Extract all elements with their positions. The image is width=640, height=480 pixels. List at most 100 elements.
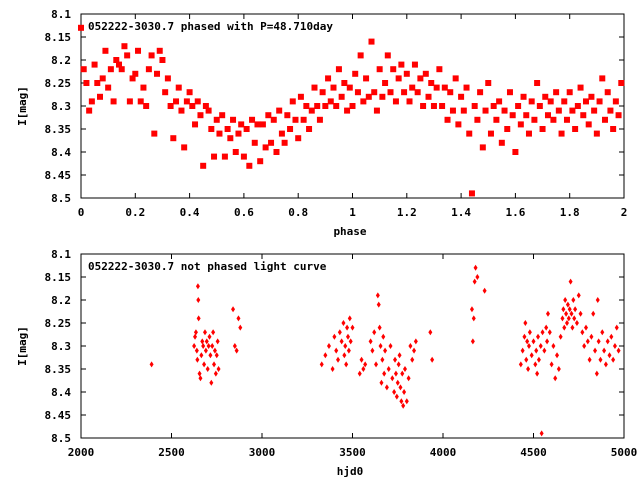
data-point	[452, 75, 459, 82]
chart-title: 052222-3030.7 not phased light curve	[88, 260, 327, 273]
data-point	[287, 126, 294, 132]
data-point	[224, 126, 231, 132]
data-point	[403, 70, 410, 77]
data-point	[410, 356, 415, 363]
data-point	[192, 343, 197, 349]
data-point	[563, 297, 568, 303]
data-point	[206, 343, 211, 349]
data-point	[281, 139, 288, 146]
data-point	[539, 430, 544, 437]
data-point	[194, 98, 201, 105]
data-point	[209, 379, 214, 386]
data-point	[573, 306, 578, 313]
data-point	[493, 116, 500, 123]
data-point	[441, 84, 448, 91]
data-point	[574, 103, 581, 109]
data-point	[386, 366, 391, 372]
data-point	[183, 98, 190, 105]
data-point	[553, 375, 558, 382]
data-point	[343, 343, 348, 349]
data-point	[471, 103, 478, 109]
data-point	[596, 338, 601, 345]
data-point	[235, 130, 242, 137]
data-point	[259, 121, 266, 128]
data-point	[116, 61, 123, 68]
data-point	[339, 338, 344, 345]
data-point	[78, 24, 84, 31]
x-tick-label: 4500	[520, 446, 547, 459]
data-point	[564, 320, 569, 326]
data-point	[567, 306, 572, 313]
data-point	[360, 98, 367, 105]
data-point	[137, 98, 144, 105]
data-point	[232, 149, 239, 155]
data-point	[390, 66, 397, 73]
y-tick-label: 8.15	[45, 31, 72, 44]
data-point	[334, 347, 339, 354]
data-point	[533, 361, 538, 368]
data-point	[496, 98, 503, 105]
x-tick-label: 3500	[339, 446, 366, 459]
data-point	[596, 98, 603, 105]
data-point	[588, 93, 595, 100]
data-point	[591, 107, 598, 114]
data-point	[412, 347, 417, 354]
data-point	[501, 107, 508, 114]
x-axis-label: phase	[333, 225, 366, 238]
data-point	[200, 162, 207, 169]
data-point	[345, 333, 350, 340]
x-tick-label: 3000	[249, 446, 276, 459]
data-point	[547, 329, 552, 336]
data-point	[580, 329, 585, 336]
x-tick-label: 0.2	[125, 206, 145, 219]
data-point	[538, 343, 543, 349]
data-point	[401, 402, 406, 409]
y-tick-label: 8.3	[51, 100, 71, 113]
data-point	[618, 80, 625, 86]
data-point	[574, 320, 579, 326]
data-point	[535, 370, 540, 377]
data-point	[336, 356, 341, 363]
y-tick-label: 8.45	[45, 409, 72, 422]
x-tick-label: 1.4	[451, 206, 471, 219]
data-point	[393, 356, 398, 363]
data-point	[398, 61, 405, 68]
data-point	[211, 329, 216, 336]
chart-panel-1: 8.1 8.15 8.2 8.25 8.3 8.35 8.4 8.45 8.5 0 0.2 0.4 0.…	[16, 8, 627, 238]
data-point	[341, 320, 346, 326]
data-point	[365, 93, 372, 100]
data-point	[561, 306, 566, 313]
data-point	[201, 343, 206, 349]
data-point	[411, 61, 418, 68]
data-point	[558, 333, 563, 340]
data-point	[468, 190, 475, 197]
data-point	[167, 103, 174, 109]
data-point	[394, 393, 399, 400]
data-point	[378, 343, 383, 349]
data-point	[509, 112, 516, 119]
data-point	[345, 324, 350, 331]
data-point	[110, 98, 117, 105]
data-point	[475, 274, 480, 280]
data-point	[319, 89, 326, 96]
data-point	[422, 70, 429, 77]
data-point	[531, 338, 536, 345]
data-point	[205, 366, 210, 372]
data-point	[525, 130, 532, 137]
y-tick-label: 8.4	[51, 146, 71, 159]
data-point	[607, 352, 612, 359]
data-point	[396, 361, 401, 368]
data-point	[346, 347, 351, 354]
data-point	[162, 89, 169, 96]
data-point	[238, 121, 245, 128]
y-tick-label: 8.1	[51, 8, 71, 21]
data-point	[401, 89, 408, 96]
data-point	[611, 356, 616, 363]
data-point	[542, 347, 547, 354]
data-point	[585, 121, 592, 128]
data-point	[204, 338, 209, 345]
data-point	[257, 158, 264, 165]
data-point	[549, 361, 554, 368]
data-point	[227, 135, 234, 142]
